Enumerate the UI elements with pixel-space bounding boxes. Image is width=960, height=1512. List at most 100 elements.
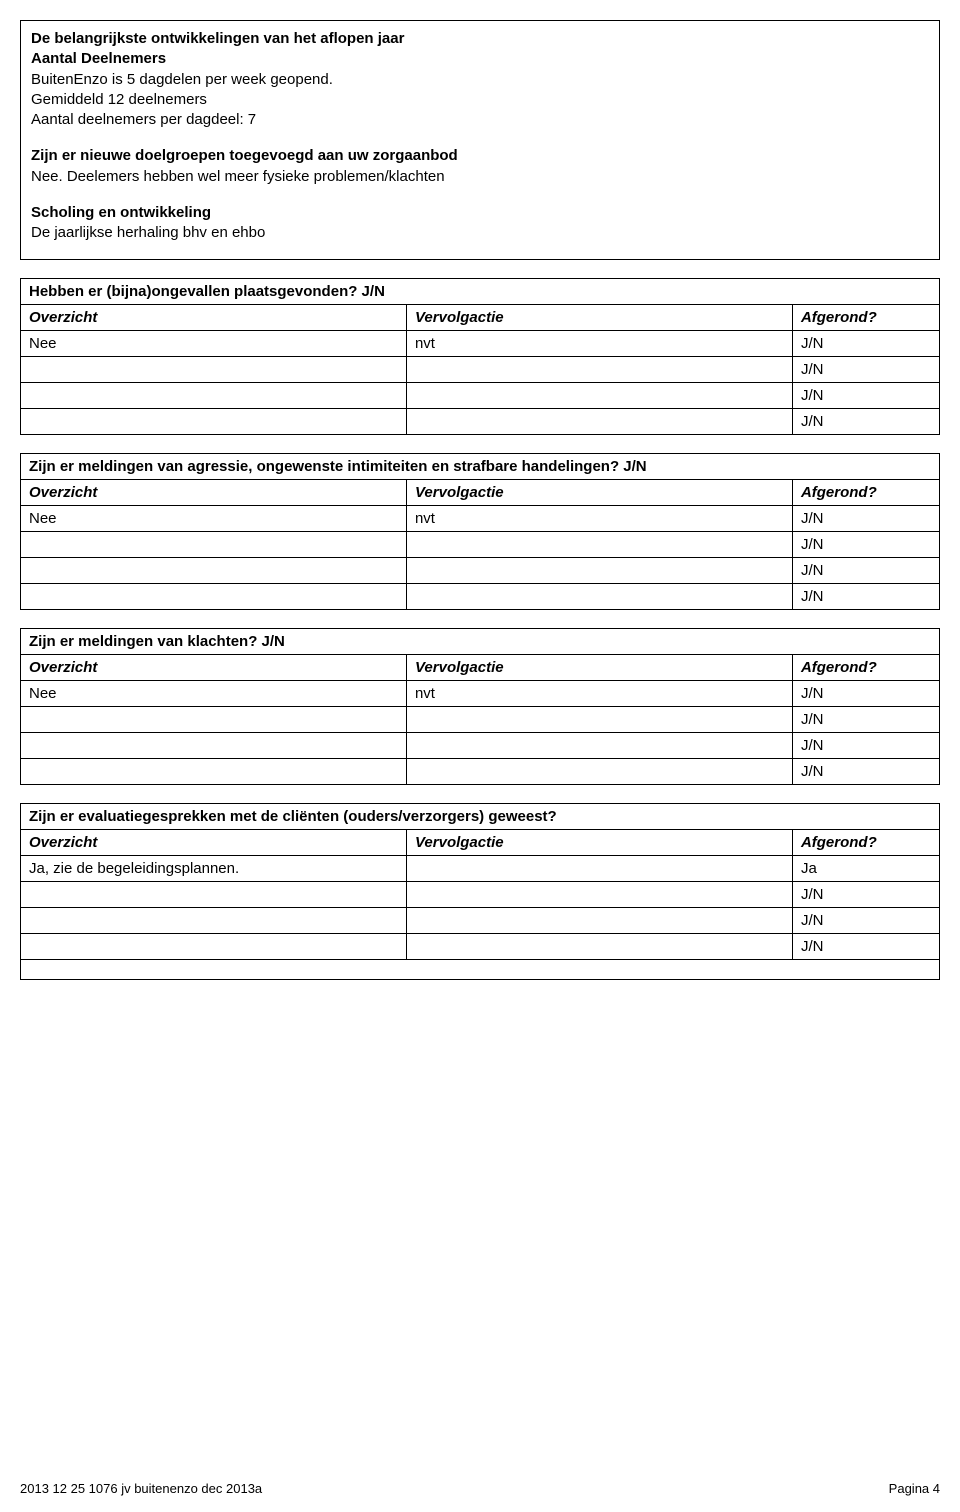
table-header-cell: Afgerond? [792, 305, 939, 331]
table-header-cell: Afgerond? [792, 655, 939, 681]
table-row: NeenvtJ/N [21, 331, 940, 357]
table-cell: J/N [792, 733, 939, 759]
table-header-cell: Vervolgactie [406, 305, 792, 331]
table-cell [406, 759, 792, 785]
table-header-cell: Overzicht [21, 655, 407, 681]
table-row: J/N [21, 409, 940, 435]
table-cell [21, 357, 407, 383]
subheading-scholing: Scholing en ontwikkeling [31, 203, 929, 223]
table-group: Zijn er evaluatiegesprekken met de cliën… [20, 803, 940, 980]
table-cell [21, 409, 407, 435]
question-doelgroepen: Zijn er nieuwe doelgroepen toegevoegd aa… [31, 146, 929, 166]
table-cell [21, 584, 407, 610]
table-row: J/N [21, 707, 940, 733]
table-row: J/N [21, 759, 940, 785]
trailing-box [20, 960, 940, 980]
page-footer: 2013 12 25 1076 jv buitenenzo dec 2013a … [20, 1481, 940, 1496]
table-cell [406, 934, 792, 960]
table-cell: Ja, zie de begeleidingsplannen. [21, 856, 407, 882]
table-cell [21, 733, 407, 759]
table-heading: Zijn er meldingen van agressie, ongewens… [20, 453, 940, 479]
table-row: J/N [21, 882, 940, 908]
table-header-cell: Afgerond? [792, 830, 939, 856]
table-cell: J/N [792, 409, 939, 435]
table-row: J/N [21, 383, 940, 409]
table-cell: J/N [792, 707, 939, 733]
table-header-row: OverzichtVervolgactieAfgerond? [21, 480, 940, 506]
table-group: Zijn er meldingen van agressie, ongewens… [20, 453, 940, 610]
table-cell [406, 707, 792, 733]
table-cell [406, 908, 792, 934]
table-cell: J/N [792, 532, 939, 558]
table-row: J/N [21, 357, 940, 383]
table-header-row: OverzichtVervolgactieAfgerond? [21, 655, 940, 681]
footer-right: Pagina 4 [889, 1481, 940, 1496]
table-cell: nvt [406, 681, 792, 707]
table-cell [406, 584, 792, 610]
table-heading: Hebben er (bijna)ongevallen plaatsgevond… [20, 278, 940, 304]
table-cell: J/N [792, 331, 939, 357]
text-line: BuitenEnzo is 5 dagdelen per week geopen… [31, 70, 929, 90]
table-header-cell: Vervolgactie [406, 655, 792, 681]
table-cell: J/N [792, 584, 939, 610]
table-cell [406, 558, 792, 584]
table-row: J/N [21, 934, 940, 960]
table-row: J/N [21, 558, 940, 584]
data-table: OverzichtVervolgactieAfgerond?Ja, zie de… [20, 829, 940, 960]
table-cell: J/N [792, 558, 939, 584]
data-table: OverzichtVervolgactieAfgerond?NeenvtJ/NJ… [20, 654, 940, 785]
table-row: NeenvtJ/N [21, 506, 940, 532]
table-header-cell: Overzicht [21, 830, 407, 856]
table-cell [21, 908, 407, 934]
table-cell [406, 733, 792, 759]
table-cell: nvt [406, 331, 792, 357]
table-cell [21, 759, 407, 785]
table-cell [406, 882, 792, 908]
subheading-deelnemers: Aantal Deelnemers [31, 49, 929, 69]
table-cell: J/N [792, 882, 939, 908]
table-row: J/N [21, 584, 940, 610]
table-heading: Zijn er meldingen van klachten? J/N [20, 628, 940, 654]
data-table: OverzichtVervolgactieAfgerond?NeenvtJ/NJ… [20, 304, 940, 435]
text-line: Aantal deelnemers per dagdeel: 7 [31, 110, 929, 130]
table-cell: Nee [21, 331, 407, 357]
table-header-cell: Vervolgactie [406, 830, 792, 856]
table-cell: J/N [792, 357, 939, 383]
table-group: Zijn er meldingen van klachten? J/NOverz… [20, 628, 940, 785]
table-header-cell: Overzicht [21, 305, 407, 331]
footer-left: 2013 12 25 1076 jv buitenenzo dec 2013a [20, 1481, 262, 1496]
top-title: De belangrijkste ontwikkelingen van het … [31, 29, 929, 49]
table-header-row: OverzichtVervolgactieAfgerond? [21, 305, 940, 331]
table-row: J/N [21, 908, 940, 934]
table-cell: J/N [792, 934, 939, 960]
table-cell: J/N [792, 383, 939, 409]
table-cell [21, 532, 407, 558]
table-cell [21, 558, 407, 584]
table-cell [21, 707, 407, 733]
table-group: Hebben er (bijna)ongevallen plaatsgevond… [20, 278, 940, 435]
table-row: J/N [21, 733, 940, 759]
table-cell [406, 409, 792, 435]
table-cell: J/N [792, 759, 939, 785]
table-header-row: OverzichtVervolgactieAfgerond? [21, 830, 940, 856]
table-cell [21, 882, 407, 908]
table-cell [406, 357, 792, 383]
table-cell: Nee [21, 506, 407, 532]
answer-doelgroepen: Nee. Deelemers hebben wel meer fysieke p… [31, 167, 929, 187]
table-header-cell: Afgerond? [792, 480, 939, 506]
table-cell: J/N [792, 681, 939, 707]
table-cell [21, 934, 407, 960]
data-table: OverzichtVervolgactieAfgerond?NeenvtJ/NJ… [20, 479, 940, 610]
table-cell [406, 856, 792, 882]
table-cell [21, 383, 407, 409]
table-cell [406, 383, 792, 409]
text-line: De jaarlijkse herhaling bhv en ehbo [31, 223, 929, 243]
table-heading: Zijn er evaluatiegesprekken met de cliën… [20, 803, 940, 829]
top-info-box: De belangrijkste ontwikkelingen van het … [20, 20, 940, 260]
table-cell [406, 532, 792, 558]
table-cell: Ja [792, 856, 939, 882]
table-cell: nvt [406, 506, 792, 532]
table-cell: J/N [792, 908, 939, 934]
text-line: Gemiddeld 12 deelnemers [31, 90, 929, 110]
table-cell: Nee [21, 681, 407, 707]
